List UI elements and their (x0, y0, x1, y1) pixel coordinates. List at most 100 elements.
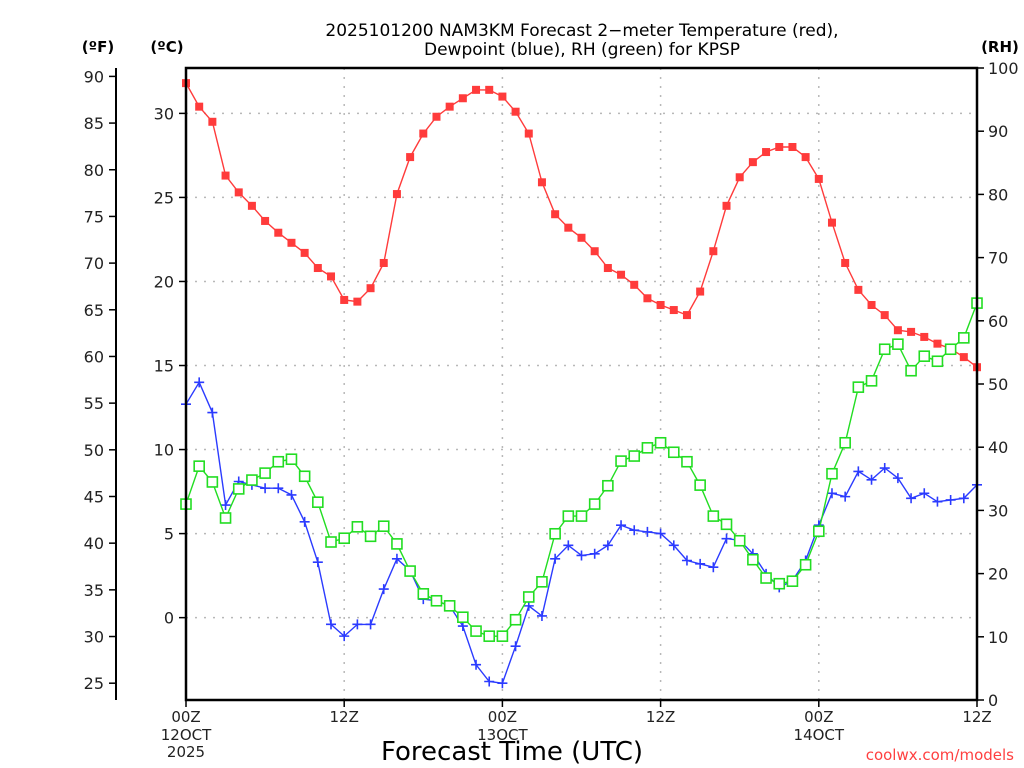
celsius-tick-label: 15 (154, 357, 174, 376)
dewpoint-point (299, 516, 310, 527)
dewpoint-point (866, 474, 877, 485)
rh-point (786, 575, 799, 587)
temperature-point (537, 178, 546, 187)
rh-tick-label: 0 (988, 691, 998, 710)
dewpoint-point (892, 473, 903, 484)
rh-tick-label: 60 (988, 312, 1008, 331)
temperature-point (907, 327, 916, 336)
rh-tick-label: 80 (988, 185, 1008, 204)
x-tick-label: 12Z (330, 708, 359, 726)
credit-link[interactable]: coolwx.com/models (866, 746, 1014, 764)
rh-axis: 0 10 20 30 40 50 60 70 80 90 100 (977, 59, 1019, 710)
temperature-point (432, 112, 441, 121)
temperature-point (827, 218, 836, 227)
rh-tick-label: 100 (988, 59, 1019, 78)
temperature-point (603, 264, 612, 273)
rh-point (351, 521, 364, 533)
rh-point (852, 381, 865, 393)
temperature-point (392, 190, 401, 199)
fahrenheit-tick-label: 25 (84, 674, 104, 693)
dewpoint-line (185, 380, 978, 684)
rh-point (272, 455, 285, 468)
dewpoint-point (589, 548, 600, 559)
temperature-point (814, 174, 823, 183)
dewpoint-point (378, 584, 389, 595)
rh-point (404, 565, 416, 577)
temperature-point (643, 294, 652, 303)
dewpoint-point (655, 528, 666, 539)
temperature-point (551, 210, 560, 219)
temperature-point (261, 216, 270, 225)
rh-point (707, 510, 720, 522)
rh-series (180, 297, 983, 642)
x-tick-date-label: 13OCT (477, 726, 528, 744)
rh-point (206, 476, 219, 488)
dewpoint-point (536, 610, 547, 621)
rh-point (536, 576, 548, 588)
temperature-point (366, 284, 375, 293)
fahrenheit-tick-label: 55 (84, 394, 104, 413)
dewpoint-point (510, 641, 521, 652)
temperature-point (313, 264, 322, 273)
celsius-tick-label: 0 (164, 609, 174, 628)
dewpoint-point (471, 659, 482, 670)
x-tick-label: 12Z (962, 708, 991, 726)
rh-tick-label: 10 (988, 628, 1008, 647)
rh-unit-label: (RH) (981, 38, 1019, 56)
temperature-point (867, 301, 876, 309)
temperature-point (419, 129, 428, 138)
dewpoint-point (339, 631, 350, 642)
celsius-unit-label: (ºC) (150, 38, 183, 56)
temperature-point (327, 272, 336, 281)
rh-point (549, 527, 561, 540)
temperature-point (498, 92, 507, 101)
celsius-tick-label: 20 (154, 272, 174, 291)
dewpoint-point (260, 483, 271, 494)
temperature-point (234, 188, 243, 197)
rh-point (760, 572, 772, 584)
temperature-point (300, 248, 309, 257)
rh-point (470, 625, 482, 637)
rh-point (391, 538, 403, 550)
temperature-point (208, 117, 217, 126)
rh-point (602, 479, 614, 492)
rh-point (522, 591, 535, 603)
chart-subtitle: Dewpoint (blue), RH (green) for KPSP (424, 40, 740, 60)
temperature-point (472, 85, 481, 94)
dewpoint-point (681, 555, 692, 566)
rh-point (878, 343, 891, 356)
fahrenheit-axis: 25 30 35 40 45 50 55 60 65 70 75 80 85 90 (84, 67, 116, 693)
fahrenheit-tick-label: 70 (84, 254, 104, 273)
rh-point (905, 364, 917, 377)
temperature-point (775, 143, 784, 151)
rh-point (430, 594, 443, 607)
dewpoint-point (497, 678, 508, 689)
fahrenheit-tick-label: 65 (84, 301, 104, 320)
temperature-point (682, 311, 691, 320)
dewpoint-point (853, 466, 864, 477)
dewpoint-point (840, 491, 851, 502)
rh-point (325, 536, 337, 548)
dewpoint-point (563, 540, 574, 551)
temperature-point (195, 102, 204, 111)
rh-point (219, 512, 232, 524)
dewpoint-point (484, 676, 495, 687)
dewpoint-point (365, 619, 376, 630)
dewpoint-point (220, 500, 231, 511)
temperature-point (247, 201, 256, 210)
dewpoint-point (602, 540, 613, 551)
rh-point (575, 510, 588, 522)
temperature-point (353, 297, 362, 306)
rh-point (496, 630, 509, 642)
rh-point (958, 332, 970, 344)
temperature-point (880, 311, 889, 320)
fahrenheit-tick-label: 50 (84, 441, 104, 460)
temperature-point (801, 153, 810, 162)
rh-point (641, 442, 654, 454)
temperature-point (669, 306, 678, 315)
temperature-point (788, 143, 797, 151)
fahrenheit-tick-label: 45 (84, 487, 104, 506)
rh-point (615, 455, 627, 467)
rh-tick-label: 50 (988, 375, 1008, 394)
